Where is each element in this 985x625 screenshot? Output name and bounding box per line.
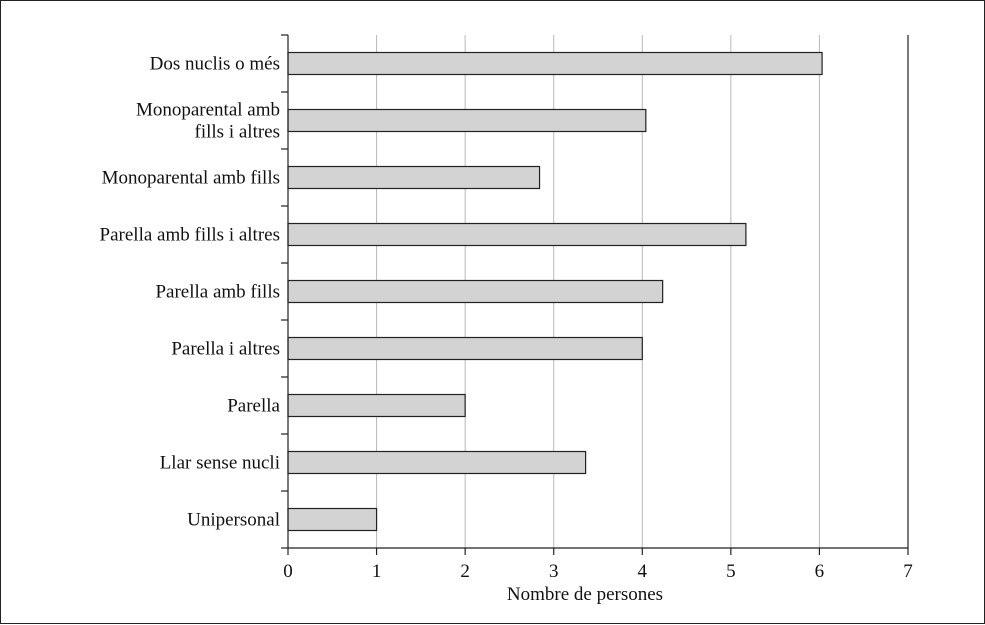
axes <box>281 34 909 555</box>
bar <box>287 507 378 532</box>
category-label: Parella amb fills <box>155 282 280 303</box>
x-tick-labels: 0 1 2 3 4 5 6 7 <box>283 561 913 582</box>
x-tick-label: 6 <box>815 561 825 582</box>
x-tick-label: 1 <box>372 561 382 582</box>
category-label: Parella i altres <box>171 339 280 360</box>
bar <box>287 165 541 190</box>
bar <box>287 108 647 133</box>
x-tick-label: 0 <box>283 561 293 582</box>
category-label: Dos nuclis o més <box>150 54 280 75</box>
bar <box>287 279 664 304</box>
x-tick-label: 4 <box>638 561 648 582</box>
x-tick-label: 5 <box>726 561 736 582</box>
category-label: Monoparental amb fills <box>102 168 280 189</box>
bars <box>287 51 823 532</box>
bar <box>287 222 747 247</box>
category-label: Parella amb fills i altres <box>100 225 280 246</box>
category-label: Monoparental amb fills i altres <box>136 100 280 143</box>
category-labels: Dos nuclis o més Monoparental amb fills i … <box>100 54 281 531</box>
bar <box>287 336 643 361</box>
category-label: Parella <box>227 396 280 417</box>
bar <box>287 450 587 475</box>
category-label: Unipersonal <box>187 510 280 531</box>
x-tick-label: 2 <box>460 561 470 582</box>
x-tick-label: 3 <box>549 561 559 582</box>
bar <box>287 393 466 418</box>
x-axis-title: Nombre de persones <box>507 584 663 605</box>
bar <box>287 51 823 76</box>
category-label: Llar sense nucli <box>160 453 280 474</box>
x-tick-label: 7 <box>903 561 913 582</box>
